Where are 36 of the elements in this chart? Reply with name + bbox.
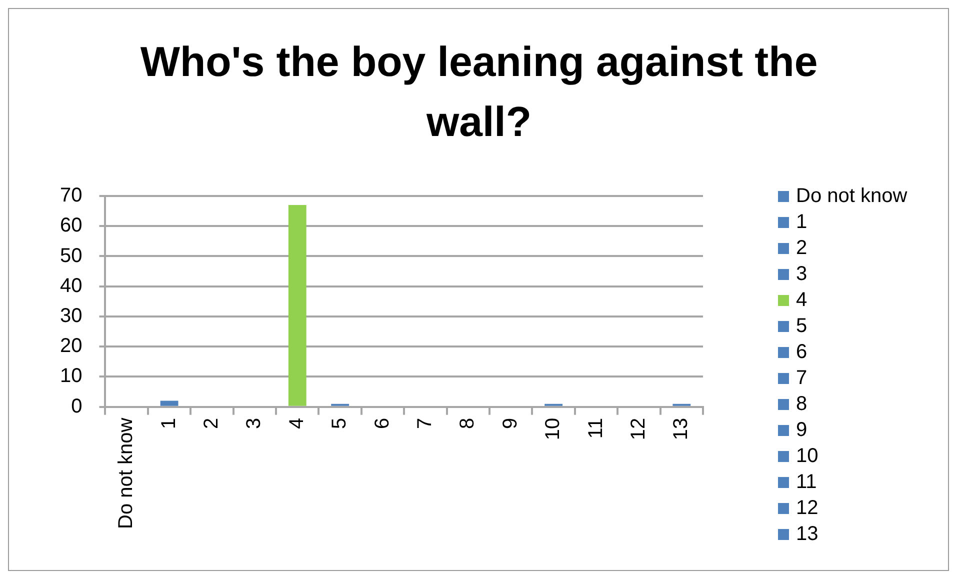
category-label: 7 (796, 366, 808, 388)
chart-title: Who's the boy leaning against the wall? (139, 37, 819, 147)
category-label: 5 (796, 314, 808, 336)
category-label: 10 (796, 444, 818, 466)
category-label: 4 (796, 288, 808, 310)
category-label: 3 (796, 262, 808, 284)
x-tick-label: 7 (414, 418, 436, 429)
y-tick-label: 50 (60, 244, 82, 267)
x-tick-label: 5 (328, 418, 351, 429)
y-tick-label: 40 (60, 274, 82, 297)
category-label: 1 (796, 210, 808, 232)
category-label: 6 (796, 340, 808, 362)
category-label: 8 (796, 392, 808, 414)
x-tick-label: 6 (371, 418, 394, 429)
category-label: 2 (796, 236, 808, 258)
x-tick-label: 4 (286, 418, 308, 429)
x-tick-label: Do not know (115, 417, 138, 529)
category-label: 11 (796, 470, 817, 492)
x-tick-label: 2 (200, 418, 223, 429)
x-tick-label: 12 (627, 418, 650, 440)
category-label: 13 (796, 522, 818, 544)
category-label: Do not know (796, 184, 908, 206)
y-tick-label: 10 (60, 365, 82, 388)
y-tick-label: 30 (60, 304, 82, 327)
category-label: 12 (796, 496, 818, 518)
y-tick-label: 60 (60, 214, 82, 237)
x-tick-label: 11 (584, 418, 607, 439)
x-tick-label: 9 (499, 418, 522, 429)
y-tick-label: 70 (60, 184, 82, 207)
y-tick-label: 0 (71, 395, 82, 418)
x-tick-label: 10 (542, 418, 564, 440)
x-tick-label: 3 (243, 418, 266, 429)
x-tick-label: 13 (670, 418, 692, 440)
y-tick-label: 20 (60, 335, 82, 358)
x-tick-label: 8 (456, 418, 479, 429)
x-tick-label: 1 (158, 418, 180, 429)
